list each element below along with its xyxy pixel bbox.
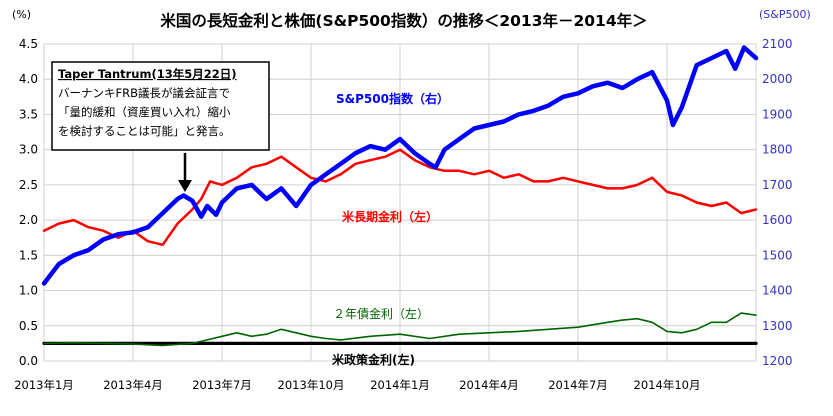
chart-labels: 米国の長短金利と株価(S&P500指数）の推移＜2013年－2014年＞ (%)… <box>12 8 811 367</box>
y-left-tick-label: 0.5 <box>19 319 38 333</box>
y-left-tick-label: 1.5 <box>19 248 38 262</box>
series-label-policy-rate: 米政策金利(左) <box>332 352 415 367</box>
y-left-tick-label: 3.0 <box>19 143 38 157</box>
annotation-arrow-head <box>178 180 192 192</box>
y-left-tick-label: 0.0 <box>19 354 38 368</box>
y-right-tick-label: 1500 <box>762 248 793 262</box>
y-right-tick-label: 2000 <box>762 72 793 86</box>
x-tick-label: 2013年1月 <box>14 378 74 392</box>
series-line-2y-rate <box>43 312 757 347</box>
x-tick-label: 2014年1月 <box>370 378 430 392</box>
y-right-tick-label: 1400 <box>762 284 793 298</box>
axis-ticks: 0.0 1200 0.5 1300 1.0 1400 1.5 1500 2.0 1600 2.5 17… <box>14 37 792 392</box>
annotation-line-1: バーナンキFRB議長が議会証言で <box>58 86 230 100</box>
series-line-sp500 <box>41 45 759 286</box>
y-right-tick-label: 1800 <box>762 143 793 157</box>
y-left-tick-label: 4.0 <box>19 72 38 86</box>
y-right-tick-label: 2100 <box>762 37 793 51</box>
x-tick-label: 2014年4月 <box>459 378 519 392</box>
series-label-long-rate: 米長期金利（左） <box>342 209 438 224</box>
y-left-tick-label: 2.5 <box>19 178 38 192</box>
series-lines <box>41 45 759 347</box>
y-right-tick-label: 1200 <box>762 354 793 368</box>
annotation-box <box>51 61 270 151</box>
y-right-tick-label: 1600 <box>762 213 793 227</box>
y-right-tick-label: 1300 <box>762 319 793 333</box>
y-left-tick-label: 3.5 <box>19 107 38 121</box>
x-tick-label: 2013年10月 <box>278 378 345 392</box>
annotation-line-2: 「量的緩和（資産買い入れ）縮小 <box>58 105 231 119</box>
series-label-sp500: S&P500指数（右） <box>336 91 449 106</box>
annotation: Taper Tantrum(13年5月22日) バーナンキFRB議長が議会証言で… <box>51 61 270 192</box>
x-tick-label: 2013年4月 <box>103 378 163 392</box>
y-right-unit: (S&P500) <box>759 8 811 21</box>
y-left-tick-label: 2.0 <box>19 213 38 227</box>
x-tick-label: 2014年10月 <box>634 378 701 392</box>
annotation-line-3: を検討することは可能」と発言。 <box>58 124 231 138</box>
y-left-unit: (%) <box>12 8 31 21</box>
y-left-tick-label: 4.5 <box>19 37 38 51</box>
y-left-tick-label: 1.0 <box>19 284 38 298</box>
x-tick-label: 2014年7月 <box>548 378 608 392</box>
series-label-2y-rate: ２年債金利（左） <box>333 306 429 321</box>
chart-title: 米国の長短金利と株価(S&P500指数）の推移＜2013年－2014年＞ <box>160 11 647 30</box>
x-tick-label: 2013年7月 <box>192 378 252 392</box>
y-right-tick-label: 1900 <box>762 107 793 121</box>
series-line-long-rate <box>42 148 758 247</box>
annotation-title: Taper Tantrum(13年5月22日) <box>58 67 237 81</box>
y-right-tick-label: 1700 <box>762 178 793 192</box>
